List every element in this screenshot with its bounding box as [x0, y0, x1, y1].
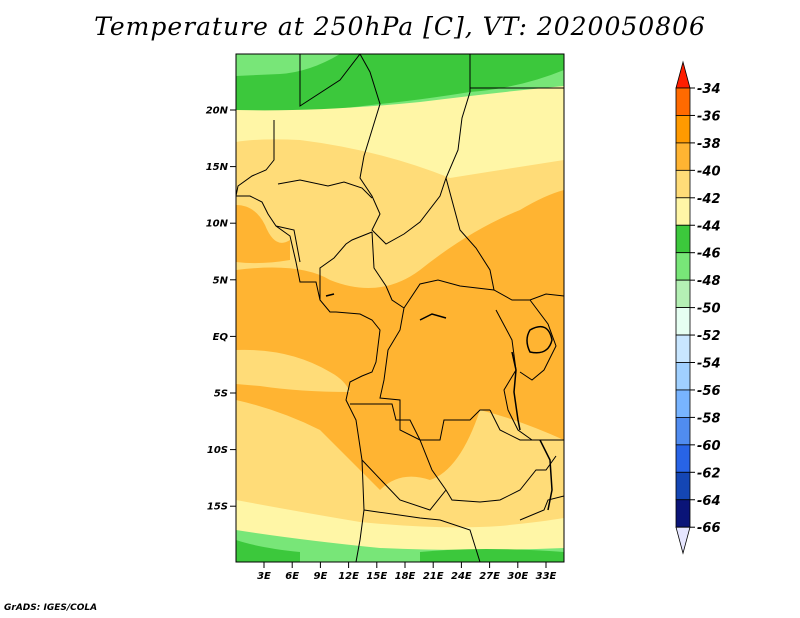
lat-tick-label: 5S [214, 389, 228, 400]
colorbar-swatch [675, 471, 691, 501]
lon-tick-label: 18E [395, 571, 416, 582]
lon-tick-label: 27E [479, 571, 500, 582]
colorbar-swatch [675, 115, 691, 144]
colorbar-label: -52 [697, 329, 721, 344]
lat-tick-label: 15S [207, 502, 228, 513]
lat-tick-label: 20N [206, 106, 229, 117]
colorbar-swatch [675, 444, 691, 473]
colorbar-swatch [675, 224, 691, 254]
colorbar-swatch [675, 87, 691, 116]
lon-tick-label: 15E [366, 571, 387, 582]
colorbar-label: -44 [697, 219, 721, 234]
colorbar-label: -50 [697, 302, 721, 317]
colorbar-swatch [675, 197, 691, 226]
colorbar-label: -64 [697, 494, 721, 509]
colorbar-label: -34 [697, 82, 721, 97]
lat-tick-label: 10S [207, 445, 228, 456]
colorbar: -34 -36 -38 -40 -42 -44 -46 -48 -50 -52 -54 -56 -58 -… [675, 60, 721, 555]
lon-tick-label: 6E [285, 571, 299, 582]
lon-tick-label: 12E [338, 571, 359, 582]
lon-tick-label: 24E [451, 571, 472, 582]
colorbar-label: -54 [697, 357, 721, 372]
colorbar-swatch [675, 169, 691, 199]
lat-tick-label: EQ [213, 332, 229, 343]
temperature-field [236, 54, 564, 562]
lat-tick-label: 15N [206, 162, 229, 173]
colorbar-label: -60 [697, 439, 721, 454]
lon-tick-label: 30E [507, 571, 528, 582]
colorbar-swatch [675, 252, 691, 281]
lon-tick-label: 9E [314, 571, 328, 582]
lon-tick-label: 33E [536, 571, 557, 582]
colorbar-swatch [675, 279, 691, 308]
colorbar-label: -40 [697, 164, 721, 179]
colorbar-top-arrow [675, 60, 691, 89]
map-frame [235, 53, 565, 563]
chart-title: Temperature at 250hPa [C], VT: 202005080… [94, 12, 706, 41]
longitude-axis: 3E 6E 9E 12E 15E 18E 21E 24E 27E 30E 33E [257, 562, 557, 582]
colorbar-label: -38 [697, 137, 721, 152]
lon-tick-label: 21E [423, 571, 444, 582]
colorbar-label: -42 [697, 192, 721, 207]
colorbar-label: -56 [697, 384, 721, 399]
lakes [325, 293, 553, 511]
colorbar-swatch [675, 334, 691, 363]
colorbar-label: -36 [697, 109, 721, 124]
colorbar-bottom-arrow [675, 526, 691, 555]
colorbar-swatch [675, 499, 691, 528]
lat-tick-label: 10N [206, 219, 229, 230]
colorbar-label: -48 [697, 274, 721, 289]
colorbar-label: -66 [697, 521, 721, 536]
colorbar-swatch [675, 416, 691, 446]
colorbar-label: -62 [697, 466, 721, 481]
lat-tick-label: 5N [213, 275, 229, 286]
colorbar-label: -46 [697, 247, 721, 262]
grads-credit: GrADS: IGES/COLA [4, 603, 98, 613]
colorbar-swatch [675, 307, 691, 336]
colorbar-label: -58 [697, 411, 721, 426]
colorbar-swatch [675, 142, 691, 171]
colorbar-swatch [675, 389, 691, 418]
latitude-axis: 20N 15N 10N 5N EQ 5S 10S 15S [206, 106, 236, 513]
colorbar-swatch [675, 362, 691, 391]
lon-tick-label: 3E [257, 571, 271, 582]
country-borders [236, 54, 564, 562]
